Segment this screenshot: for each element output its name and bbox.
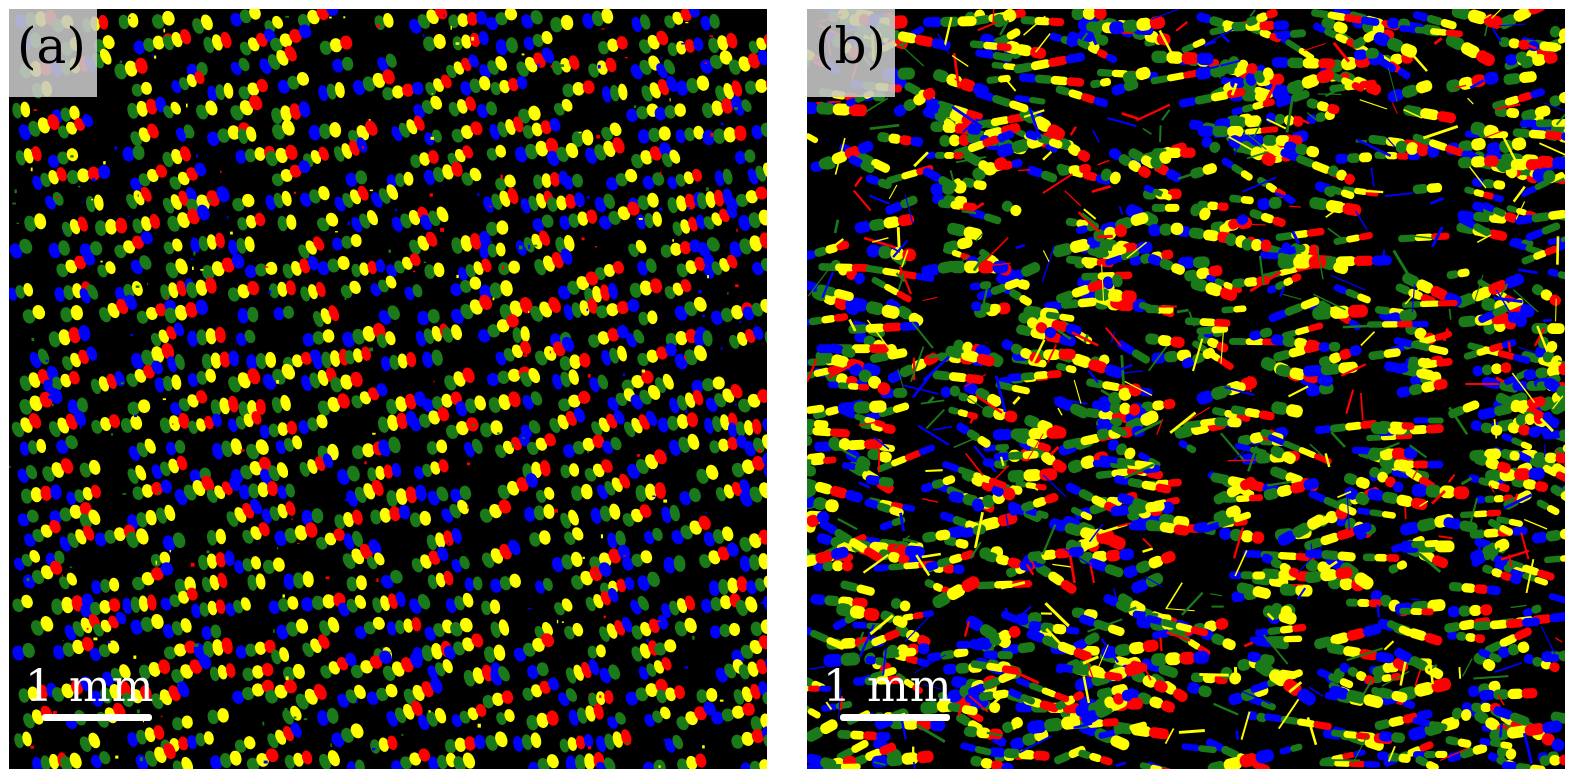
image-panel-a: (a) 1 mm xyxy=(9,9,767,769)
scale-bar-a xyxy=(42,714,152,721)
image-panel-b: (b) 1 mm xyxy=(807,9,1565,769)
panel-label-a: (a) xyxy=(17,17,86,75)
scale-bar-label-b: 1 mm xyxy=(823,661,953,712)
particle-streaks-image-a xyxy=(9,9,767,769)
scale-bar-label-a: 1 mm xyxy=(25,661,155,712)
particle-streaks-image-b xyxy=(807,9,1565,769)
panel-label-box-a: (a) xyxy=(9,9,97,97)
panel-label-b: (b) xyxy=(815,17,887,75)
panel-label-box-b: (b) xyxy=(807,9,895,97)
scale-bar-b xyxy=(840,714,950,721)
